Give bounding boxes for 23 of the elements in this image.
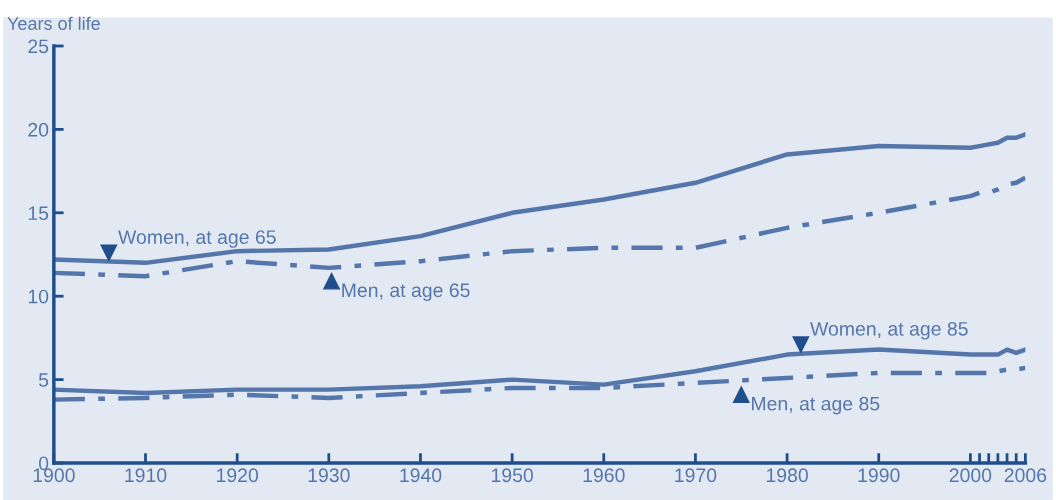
x-tick-label: 1960 bbox=[583, 468, 625, 483]
x-tick-label: 1930 bbox=[308, 468, 350, 483]
annotation: Men, at age 85 bbox=[752, 396, 880, 415]
y-tick-label: 10 bbox=[28, 289, 49, 304]
x-tick-label: 1990 bbox=[858, 468, 900, 483]
x-tick-label: 1950 bbox=[491, 468, 533, 483]
y-tick-label: 15 bbox=[28, 206, 49, 221]
line-series bbox=[53, 132, 1026, 266]
x-tick-label: 1940 bbox=[400, 468, 442, 483]
line-series bbox=[53, 175, 1026, 279]
x-tick-label: 1910 bbox=[125, 468, 167, 483]
x-tick-label: 2000 bbox=[949, 468, 992, 483]
x-tick-label: 2006 bbox=[1004, 468, 1047, 483]
x-tick-label: 1970 bbox=[675, 468, 717, 483]
y-tick-label: 20 bbox=[28, 122, 49, 137]
x-tick-label: 1920 bbox=[217, 468, 259, 483]
y-tick-label: 5 bbox=[38, 373, 49, 387]
y-tick-label: 25 bbox=[28, 39, 49, 54]
y-axis-title: Years of life bbox=[7, 16, 100, 30]
annotation: Women, at age 65 bbox=[118, 230, 276, 248]
annotation: Women, at age 85 bbox=[810, 321, 968, 340]
annotation: Men, at age 65 bbox=[342, 283, 470, 301]
x-tick-label: 1980 bbox=[766, 468, 808, 483]
